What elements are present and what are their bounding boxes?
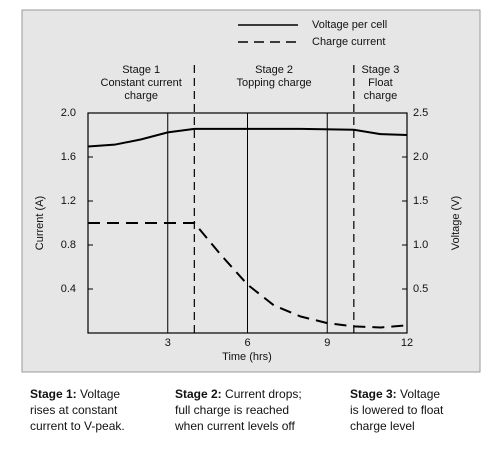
- caption-text: rises at constant: [30, 403, 118, 417]
- caption-text: Voltage: [77, 387, 121, 401]
- y-tick-label: 1.2: [61, 195, 76, 207]
- caption-text: Voltage: [397, 387, 441, 401]
- caption-line: full charge is reached: [175, 403, 289, 417]
- stage-label: Float: [368, 77, 392, 89]
- caption-text: charge level: [350, 419, 415, 433]
- y2-tick-label: 2.0: [413, 151, 428, 163]
- stage-label: Constant current: [101, 77, 182, 89]
- caption-line: charge level: [350, 419, 415, 433]
- x-tick-label: 3: [165, 337, 171, 349]
- caption-heading: Stage 3:: [350, 387, 397, 401]
- y2-tick-label: 2.5: [413, 107, 428, 119]
- x-tick-label: 9: [324, 337, 330, 349]
- x-axis-title: Time (hrs): [222, 351, 272, 363]
- y-tick-label: 0.4: [61, 283, 76, 295]
- caption-text: is lowered to float: [350, 403, 444, 417]
- caption-line: Stage 1: Voltage: [30, 387, 120, 401]
- x-tick-label: 6: [244, 337, 250, 349]
- legend-label: Charge current: [312, 36, 385, 48]
- y2-axis-title: Voltage (V): [450, 196, 462, 250]
- y2-tick-label: 0.5: [413, 283, 428, 295]
- caption-heading: Stage 1:: [30, 387, 77, 401]
- caption-line: current to V-peak.: [30, 419, 125, 433]
- stage-label: charge: [364, 90, 398, 102]
- caption-line: Stage 2: Current drops;: [175, 387, 302, 401]
- stage-label: Stage 3: [361, 64, 399, 76]
- series-line: [88, 222, 408, 329]
- y-axis-title: Current (A): [34, 196, 46, 250]
- stage-label: charge: [124, 90, 158, 102]
- stage-label: Stage 2: [255, 64, 293, 76]
- stage-label: Stage 1: [122, 64, 160, 76]
- caption-text: current to V-peak.: [30, 419, 125, 433]
- caption-line: Stage 3: Voltage: [350, 387, 440, 401]
- caption-heading: Stage 2:: [175, 387, 222, 401]
- series-line: [87, 127, 408, 148]
- x-tick-label: 12: [401, 337, 413, 349]
- y2-tick-label: 1.0: [413, 239, 428, 251]
- caption-text: when current levels off: [174, 419, 296, 433]
- caption-text: full charge is reached: [175, 403, 289, 417]
- stage-label: Topping charge: [236, 77, 311, 89]
- y-tick-label: 0.8: [61, 239, 76, 251]
- y-tick-label: 2.0: [61, 107, 76, 119]
- caption-line: when current levels off: [174, 419, 296, 433]
- y2-tick-label: 1.5: [413, 195, 428, 207]
- y-tick-label: 1.6: [61, 151, 76, 163]
- caption-line: rises at constant: [30, 403, 118, 417]
- legend-label: Voltage per cell: [312, 19, 387, 31]
- caption-text: Current drops;: [222, 387, 302, 401]
- panel: [21, 9, 481, 373]
- caption-line: is lowered to float: [350, 403, 444, 417]
